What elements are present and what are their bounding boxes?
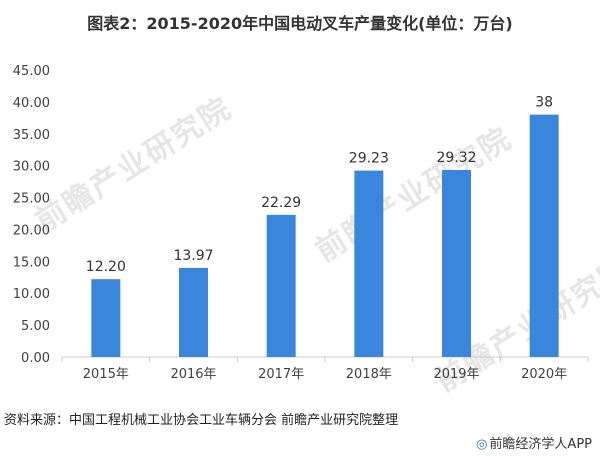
x-tick-label: 2015年 xyxy=(83,367,129,382)
brand-name: 前瞻经济学人APP xyxy=(489,437,592,452)
bar xyxy=(179,267,208,357)
y-tick-label: 15.00 xyxy=(13,255,50,270)
qianzhan-logo-icon: ◎ xyxy=(476,437,488,452)
y-tick-label: 5.00 xyxy=(21,319,50,334)
bar xyxy=(442,170,471,357)
bar xyxy=(266,214,296,357)
y-tick-label: 45.00 xyxy=(13,64,50,79)
y-tick-label: 30.00 xyxy=(13,160,50,175)
bar-value-label: 38 xyxy=(535,95,553,111)
bar-value-label: 22.29 xyxy=(261,195,301,211)
chart-title: 图表2：2015-2020年中国电动叉车产量变化(单位：万台) xyxy=(87,14,513,33)
y-tick-label: 20.00 xyxy=(13,223,50,238)
y-tick-label: 35.00 xyxy=(13,128,50,143)
brand-credit: ◎ 前瞻经济学人APP xyxy=(476,433,592,452)
bar-chart: 0.00 5.00 10.00 15.00 20.00 25.00 30.00 35.00 40… xyxy=(13,64,589,382)
bar-value-label: 12.20 xyxy=(86,259,126,275)
y-tick-label: 25.00 xyxy=(13,192,50,207)
x-tick-label: 2020年 xyxy=(521,367,567,382)
x-tick-label: 2017年 xyxy=(258,367,304,382)
x-tick-label: 2018年 xyxy=(346,367,392,382)
bar xyxy=(91,279,121,357)
x-tick-label: 2019年 xyxy=(433,367,479,382)
bar-value-label: 29.32 xyxy=(436,150,476,166)
bar xyxy=(529,114,559,358)
bar-value-label: 13.97 xyxy=(173,248,213,264)
source-note: 资料来源：中国工程机械工业协会工业车辆分会 前瞻产业研究院整理 xyxy=(4,413,399,428)
x-tick-label: 2016年 xyxy=(170,367,216,382)
y-tick-label: 10.00 xyxy=(13,287,50,302)
bar xyxy=(354,170,384,357)
y-tick-label: 0.00 xyxy=(21,351,50,366)
y-tick-label: 40.00 xyxy=(13,96,50,111)
bar-value-label: 29.23 xyxy=(349,151,389,167)
